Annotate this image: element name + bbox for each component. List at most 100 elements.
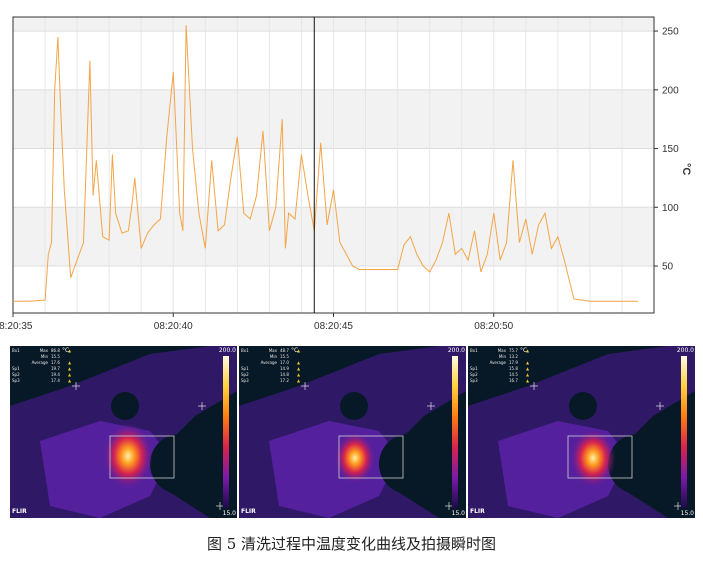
readout-row: Min 13.2: [470, 354, 529, 360]
readout-row: Sp1 14.9 ▲: [241, 366, 300, 372]
readout-key: Average: [260, 360, 277, 365]
readout-name: Sp2: [241, 372, 249, 377]
readout-value: 17.6: [51, 360, 60, 365]
y-axis-ticks: 50 100 150 200 250: [654, 27, 679, 273]
readout-name: Bx1: [241, 348, 249, 353]
temperature-readout: Bx1 Max 86.8 ▲ Min 15.5 Average 17.6 ▲ Sp1 19.7 ▲ Sp…: [12, 348, 71, 384]
readout-name: Sp2: [12, 372, 20, 377]
warning-icon: ▲: [297, 360, 301, 365]
readout-row: Average 17.6 ▲: [12, 360, 72, 366]
readout-value: 14.9: [280, 366, 289, 371]
thermal-image-panel: Bx1 Max 48.7 ▲ Min 15.5 Average 17.0 ▲ Sp1 14.9 ▲ Sp…: [239, 346, 466, 518]
warning-icon: ▲: [526, 366, 530, 371]
readout-value: 16.7: [509, 378, 518, 383]
readout-value: 19.4: [51, 372, 60, 377]
readout-row: Min 15.5: [12, 354, 71, 360]
scale-min-value: 15.0: [451, 510, 465, 517]
warning-icon: ▲: [526, 378, 530, 383]
readout-row: Sp3 17.2 ▲: [241, 378, 300, 384]
readout-key: [488, 378, 506, 384]
warning-icon: ▲: [68, 360, 72, 365]
warning-icon: ▲: [297, 372, 301, 377]
readout-name: Sp2: [470, 372, 478, 377]
scale-max-value: 200.0: [218, 347, 236, 354]
flir-logo: FLIR: [470, 508, 485, 515]
readout-key: Max: [268, 348, 277, 353]
readout-row: Sp2 14.5 ▲: [470, 372, 529, 378]
readout-name: Bx1: [12, 348, 20, 353]
readout-row: Average 17.0 ▲: [241, 360, 301, 366]
readout-row: Sp3 16.7 ▲: [470, 378, 529, 384]
readout-name: Sp1: [12, 366, 20, 371]
x-tick-label: 08:20:35: [0, 321, 33, 332]
warning-icon: ▲: [68, 372, 72, 377]
scale-max-value: 200.0: [676, 347, 694, 354]
readout-name: Sp3: [470, 378, 478, 383]
scale-max-value: 200.0: [447, 347, 465, 354]
x-axis-ticks: 08:20:35 08:20:40 08:20:45 08:20:50: [0, 313, 514, 332]
readout-value: 17.4: [51, 378, 60, 383]
temperature-unit: °C: [520, 347, 528, 354]
readout-name: Sp1: [241, 366, 249, 371]
temperature-series-line: [13, 25, 638, 302]
readout-row: Bx1 Max 86.8 ▲: [12, 348, 71, 354]
flir-logo: FLIR: [12, 508, 27, 515]
y-tick-label: 150: [662, 144, 679, 155]
grid-lines: [12, 17, 655, 313]
warning-icon: ▲: [68, 348, 72, 353]
warning-icon: ▲: [68, 366, 72, 371]
temperature-unit: °C: [62, 347, 70, 354]
temperature-line-chart: 08:20:35 08:20:40 08:20:45 08:20:50 50 100 15…: [0, 16, 692, 332]
readout-value: 17.0: [280, 360, 289, 365]
warning-icon: ▲: [526, 372, 530, 377]
readout-row: Sp2 14.8 ▲: [241, 372, 300, 378]
readout-name: Sp1: [470, 366, 478, 371]
y-tick-label: 200: [662, 85, 679, 96]
warning-icon: ▲: [526, 360, 530, 365]
warning-icon: ▲: [297, 378, 301, 383]
scale-min-value: 15.0: [222, 510, 236, 517]
readout-value: 17.2: [280, 378, 289, 383]
temperature-unit: °C: [291, 347, 299, 354]
y-axis-unit: °C: [680, 163, 692, 175]
readout-key: Min: [40, 354, 48, 359]
warning-icon: ▲: [68, 378, 72, 383]
x-tick-label: 08:20:45: [314, 321, 353, 332]
readout-key: Min: [269, 354, 277, 359]
y-tick-label: 50: [662, 262, 674, 273]
readout-value: 15.5: [280, 354, 289, 359]
readout-row: Min 15.5: [241, 354, 300, 360]
y-tick-label: 100: [662, 203, 679, 214]
readout-name: Sp3: [12, 378, 20, 383]
thermal-scene: [239, 346, 466, 518]
x-tick-label: 08:20:50: [474, 321, 513, 332]
thermal-image-panel: Bx1 Max 86.8 ▲ Min 15.5 Average 17.6 ▲ Sp1 19.7 ▲ Sp…: [10, 346, 237, 518]
readout-name: Sp3: [241, 378, 249, 383]
figure-caption: 图 5 清洗过程中温度变化曲线及拍摄瞬时图: [206, 535, 497, 553]
readout-key: Average: [31, 360, 48, 365]
readout-value: 14.8: [280, 372, 289, 377]
readout-key: Max: [497, 348, 506, 353]
readout-key: [30, 378, 48, 384]
readout-row: Sp1 19.7 ▲: [12, 366, 71, 372]
warning-icon: ▲: [297, 366, 301, 371]
color-scale-bar: [681, 356, 687, 508]
readout-row: Sp3 17.4 ▲: [12, 378, 71, 384]
readout-value: 75.7: [509, 348, 518, 353]
readout-row: Bx1 Max 48.7 ▲: [241, 348, 300, 354]
readout-row: Bx1 Max 75.7 ▲: [470, 348, 529, 354]
color-scale-bar: [452, 356, 458, 508]
temperature-readout: Bx1 Max 75.7 ▲ Min 13.2 Average 17.9 ▲ Sp1 15.8 ▲ Sp…: [470, 348, 529, 384]
scale-min-value: 15.0: [680, 510, 694, 517]
readout-value: 48.7: [280, 348, 289, 353]
thermal-scene: [468, 346, 695, 518]
color-scale-bar: [223, 356, 229, 508]
readout-value: 17.9: [509, 360, 518, 365]
readout-value: 14.5: [509, 372, 518, 377]
readout-name: Bx1: [470, 348, 478, 353]
readout-value: 13.2: [509, 354, 518, 359]
thermal-image-strip: Bx1 Max 86.8 ▲ Min 15.5 Average 17.6 ▲ Sp1 19.7 ▲ Sp…: [10, 346, 696, 518]
readout-value: 15.8: [509, 366, 518, 371]
readout-row: Sp2 19.4 ▲: [12, 372, 71, 378]
readout-value: 19.7: [51, 366, 60, 371]
